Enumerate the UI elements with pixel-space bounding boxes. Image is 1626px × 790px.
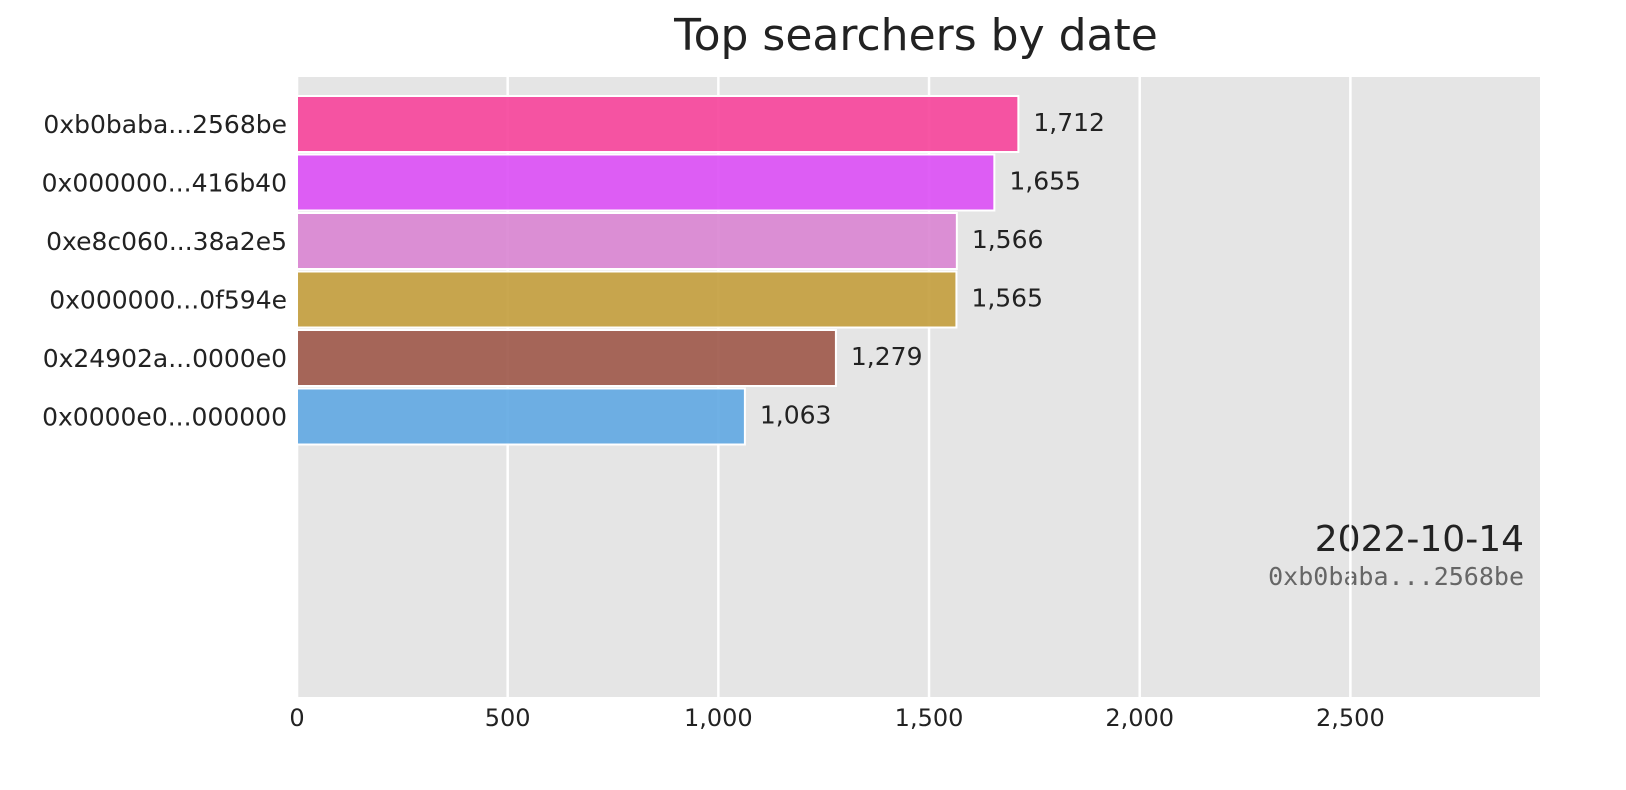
y-tick-label: 0x000000...416b40 <box>42 169 287 198</box>
value-label: 1,063 <box>760 401 832 430</box>
y-tick-label: 0x0000e0...000000 <box>42 403 287 432</box>
bar <box>296 95 1020 153</box>
bar <box>296 270 958 329</box>
x-tick-label: 2,500 <box>1316 704 1385 732</box>
x-tick-label: 1,000 <box>684 704 753 732</box>
value-label: 1,565 <box>971 284 1043 313</box>
date-annotation: 2022-10-14 <box>1315 519 1524 560</box>
bar <box>296 153 996 212</box>
leader-annotation: 0xb0baba...2568be <box>1268 562 1524 591</box>
x-tick-label: 0 <box>289 704 304 732</box>
x-tick-label: 2,000 <box>1105 704 1174 732</box>
bar <box>296 329 837 387</box>
bar <box>296 387 746 446</box>
y-tick-label: 0xe8c060...38a2e5 <box>46 227 287 256</box>
y-tick-label: 0x000000...0f594e <box>49 286 287 315</box>
x-tick-label: 500 <box>485 704 531 732</box>
y-tick-label: 0xb0baba...2568be <box>43 110 287 139</box>
value-label: 1,566 <box>972 225 1044 254</box>
value-label: 1,712 <box>1033 108 1105 137</box>
bar <box>296 212 958 270</box>
x-tick-label: 1,500 <box>895 704 964 732</box>
y-tick-label: 0x24902a...0000e0 <box>43 344 287 373</box>
value-label: 1,279 <box>851 342 923 371</box>
value-label: 1,655 <box>1009 167 1081 196</box>
chart-title: Top searchers by date <box>673 10 1158 61</box>
